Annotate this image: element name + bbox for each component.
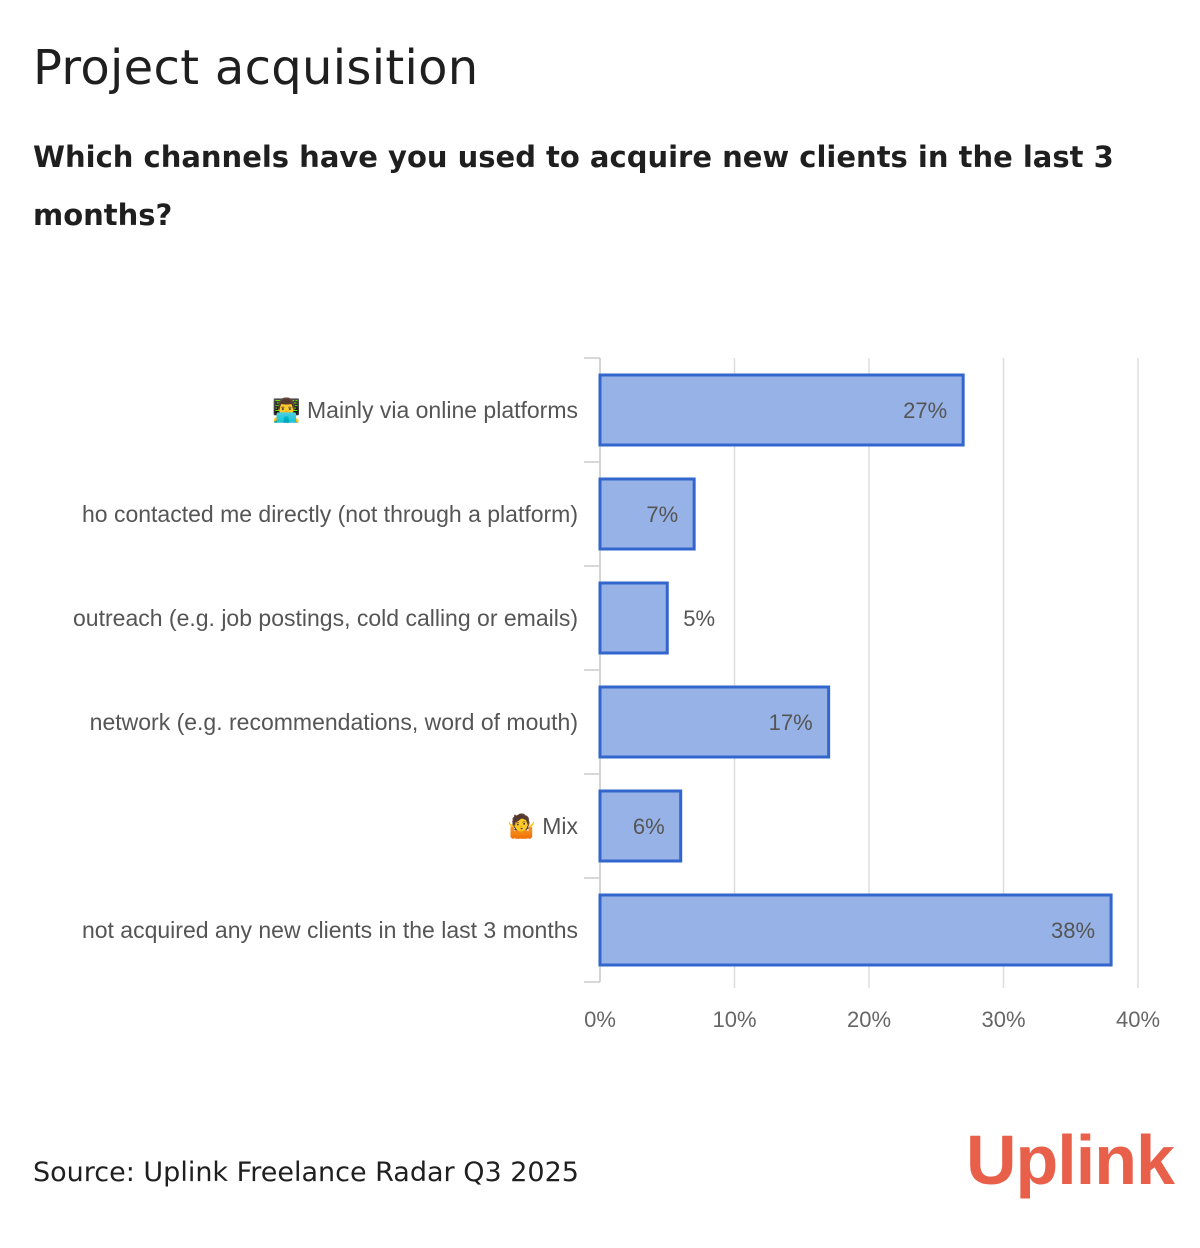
x-tick-label: 20% [847, 1007, 891, 1032]
chart-title: Project acquisition [33, 40, 479, 96]
x-axis-ticks: 0% 10% 20% 30% 40% [584, 1007, 1160, 1032]
bar [598, 477, 696, 551]
bar-chart-svg: 27% 7% 5% 17% 6% 38% 👨‍💻 Mainly via online pl… [73, 357, 1160, 1032]
category-labels: 👨‍💻 Mainly via online platforms ho contac… [73, 397, 578, 943]
bar-value-label: 27% [903, 398, 947, 423]
category-label: 🤷 Mix [507, 812, 578, 840]
bar-value-label: 38% [1051, 918, 1095, 943]
bar-value-label: 7% [646, 502, 678, 527]
bar [598, 893, 1113, 967]
bar-value-label: 5% [683, 606, 715, 631]
x-tick-label: 0% [584, 1007, 616, 1032]
chart-subtitle: Which channels have you used to acquire … [33, 140, 1114, 232]
source-note: Source: Uplink Freelance Radar Q3 2025 [33, 1157, 579, 1188]
x-tick-label: 10% [712, 1007, 756, 1032]
bars: 27% 7% 5% 17% 6% 38% [598, 373, 1113, 967]
category-label: 👨‍💻 Mainly via online platforms [272, 397, 578, 424]
category-label: outreach (e.g. job postings, cold callin… [73, 605, 578, 631]
bar [598, 581, 669, 655]
bar-chart: 27% 7% 5% 17% 6% 38% 👨‍💻 Mainly via online pl… [0, 340, 1200, 1044]
grid-lines [584, 357, 1139, 988]
bar-value-label: 6% [633, 814, 665, 839]
category-label: ho contacted me directly (not through a … [82, 501, 578, 527]
category-label: network (e.g. recommendations, word of m… [90, 709, 578, 735]
uplink-logo: Uplink [966, 1121, 1175, 1199]
bar [598, 373, 965, 447]
x-tick-label: 40% [1116, 1007, 1160, 1032]
x-tick-label: 30% [981, 1007, 1025, 1032]
bar-value-label: 17% [769, 710, 813, 735]
bar [598, 685, 831, 759]
bar [598, 789, 683, 863]
category-label: not acquired any new clients in the last… [82, 917, 578, 943]
